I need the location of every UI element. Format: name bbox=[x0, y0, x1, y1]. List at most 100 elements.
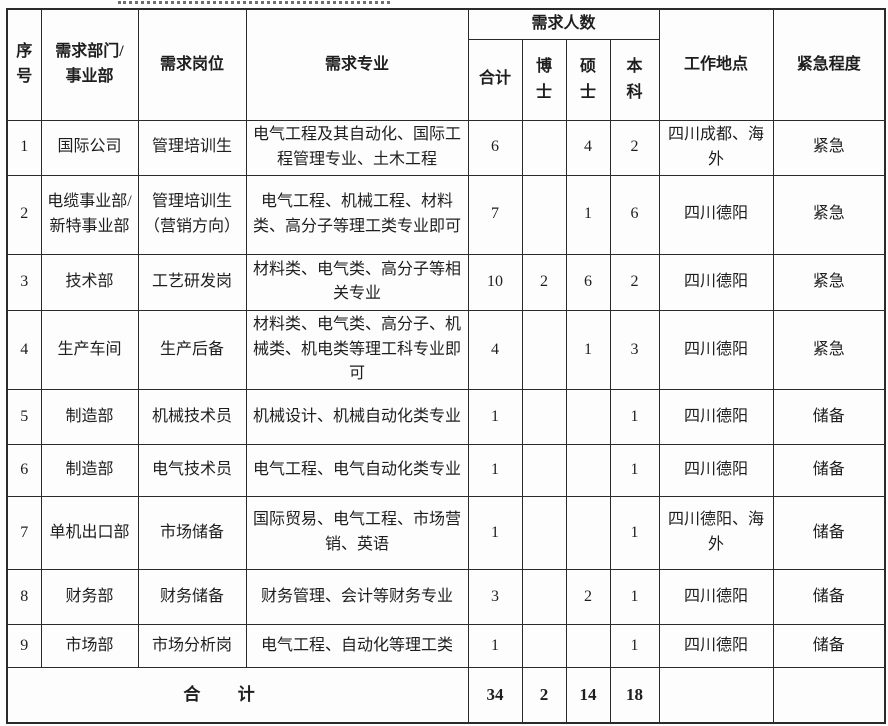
header-phd: 博士 bbox=[521, 38, 567, 121]
table-row: 2 电缆事业部/新特事业部 管理培训生（营销方向） 电气工程、机械工程、材料类、… bbox=[6, 174, 886, 255]
cell-major: 电气工程、自动化等理工类 bbox=[245, 624, 469, 669]
header-master-label: 硕士 bbox=[579, 58, 596, 101]
cell-bachelor: 3 bbox=[609, 309, 660, 391]
footer-phd: 2 bbox=[521, 667, 567, 724]
cell-post: 机械技术员 bbox=[137, 389, 247, 446]
cell-master: 4 bbox=[565, 119, 611, 176]
table-row: 8 财务部 财务储备 财务管理、会计等财务专业 3 2 1 四川德阳 储备 bbox=[6, 569, 886, 626]
footer-total-row: 合计 34 2 14 18 bbox=[6, 667, 886, 724]
cell-post: 电气技术员 bbox=[137, 444, 247, 498]
cell-no: 4 bbox=[6, 309, 42, 391]
cell-major: 机械设计、机械自动化类专业 bbox=[245, 389, 469, 446]
cell-phd bbox=[521, 624, 567, 669]
cell-location: 四川德阳 bbox=[658, 444, 774, 498]
cell-master bbox=[565, 496, 611, 571]
cell-no: 6 bbox=[6, 444, 42, 498]
table-row: 4 生产车间 生产后备 材料类、电气类、高分子、机械类、机电类等理工科专业即可 … bbox=[6, 309, 886, 391]
table-row: 6 制造部 电气技术员 电气工程、电气自动化类专业 1 1 四川德阳 储备 bbox=[6, 444, 886, 498]
cell-master: 1 bbox=[565, 309, 611, 391]
header-dept: 需求部门/事业部 bbox=[40, 8, 139, 121]
cell-phd bbox=[521, 444, 567, 498]
cell-dept: 财务部 bbox=[40, 569, 139, 626]
cell-bachelor: 2 bbox=[609, 253, 660, 311]
cell-post: 财务储备 bbox=[137, 569, 247, 626]
cell-post: 市场储备 bbox=[137, 496, 247, 571]
cell-location: 四川成都、海外 bbox=[658, 119, 774, 176]
cell-total: 3 bbox=[467, 569, 523, 626]
cell-master: 6 bbox=[565, 253, 611, 311]
cell-dept: 单机出口部 bbox=[40, 496, 139, 571]
cell-total: 1 bbox=[467, 389, 523, 446]
cell-location: 四川德阳 bbox=[658, 253, 774, 311]
cell-location: 四川德阳、海外 bbox=[658, 496, 774, 571]
header-phd-label: 博士 bbox=[535, 58, 552, 101]
cell-phd bbox=[521, 119, 567, 176]
cell-bachelor: 1 bbox=[609, 496, 660, 571]
cell-phd bbox=[521, 174, 567, 255]
cell-urgency: 储备 bbox=[772, 389, 886, 446]
cell-major: 财务管理、会计等财务专业 bbox=[245, 569, 469, 626]
cell-phd bbox=[521, 496, 567, 571]
cell-dept: 生产车间 bbox=[40, 309, 139, 391]
cell-location: 四川德阳 bbox=[658, 389, 774, 446]
cell-total: 4 bbox=[467, 309, 523, 391]
cell-urgency: 储备 bbox=[772, 569, 886, 626]
cell-master bbox=[565, 389, 611, 446]
cell-urgency: 紧急 bbox=[772, 174, 886, 255]
cell-no: 5 bbox=[6, 389, 42, 446]
cell-total: 10 bbox=[467, 253, 523, 311]
cell-phd: 2 bbox=[521, 253, 567, 311]
cell-post: 市场分析岗 bbox=[137, 624, 247, 669]
table-row: 5 制造部 机械技术员 机械设计、机械自动化类专业 1 1 四川德阳 储备 bbox=[6, 389, 886, 446]
header-total: 合计 bbox=[467, 38, 523, 121]
cell-major: 电气工程及其自动化、国际工程管理专业、土木工程 bbox=[245, 119, 469, 176]
cell-urgency: 紧急 bbox=[772, 253, 886, 311]
cell-no: 7 bbox=[6, 496, 42, 571]
table-row: 1 国际公司 管理培训生 电气工程及其自动化、国际工程管理专业、土木工程 6 4… bbox=[6, 119, 886, 176]
cell-no: 2 bbox=[6, 174, 42, 255]
cell-bachelor: 1 bbox=[609, 389, 660, 446]
cell-no: 9 bbox=[6, 624, 42, 669]
cell-major: 国际贸易、电气工程、市场营销、英语 bbox=[245, 496, 469, 571]
footer-urgency bbox=[772, 667, 886, 724]
cell-location: 四川德阳 bbox=[658, 309, 774, 391]
cell-dept: 市场部 bbox=[40, 624, 139, 669]
cell-dept: 技术部 bbox=[40, 253, 139, 311]
header-master: 硕士 bbox=[565, 38, 611, 121]
cell-master bbox=[565, 624, 611, 669]
cell-total: 1 bbox=[467, 444, 523, 498]
cell-phd bbox=[521, 389, 567, 446]
cell-urgency: 紧急 bbox=[772, 309, 886, 391]
cell-master bbox=[565, 444, 611, 498]
cell-bachelor: 6 bbox=[609, 174, 660, 255]
cell-dept: 国际公司 bbox=[40, 119, 139, 176]
cell-no: 3 bbox=[6, 253, 42, 311]
header-row-2: 合计 博士 硕士 本科 bbox=[7, 38, 885, 121]
cell-post: 生产后备 bbox=[137, 309, 247, 391]
header-major: 需求专业 bbox=[245, 8, 469, 121]
header-serial: 序号 bbox=[6, 8, 42, 121]
header-row-1: 序号 需求部门/事业部 需求岗位 需求专业 需求人数 工作地点 紧急程度 bbox=[6, 8, 886, 121]
cell-major: 电气工程、机械工程、材料类、高分子等理工类专业即可 bbox=[245, 174, 469, 255]
header-urgency: 紧急程度 bbox=[772, 8, 886, 121]
header-bachelor-label: 本科 bbox=[626, 58, 643, 101]
cell-major: 材料类、电气类、高分子、机械类、机电类等理工科专业即可 bbox=[245, 309, 469, 391]
cell-no: 1 bbox=[6, 119, 42, 176]
table-row: 7 单机出口部 市场储备 国际贸易、电气工程、市场营销、英语 1 1 四川德阳、… bbox=[6, 496, 886, 571]
table-row: 9 市场部 市场分析岗 电气工程、自动化等理工类 1 1 四川德阳 储备 bbox=[6, 624, 886, 669]
header-location: 工作地点 bbox=[658, 8, 774, 121]
cell-total: 1 bbox=[467, 496, 523, 571]
cell-urgency: 储备 bbox=[772, 624, 886, 669]
cell-location: 四川德阳 bbox=[658, 569, 774, 626]
cell-post: 管理培训生 bbox=[137, 119, 247, 176]
cell-total: 6 bbox=[467, 119, 523, 176]
cell-bachelor: 1 bbox=[609, 444, 660, 498]
cell-total: 7 bbox=[467, 174, 523, 255]
cell-dept: 制造部 bbox=[40, 444, 139, 498]
footer-label: 合计 bbox=[6, 667, 469, 724]
footer-master: 14 bbox=[565, 667, 611, 724]
cell-master: 1 bbox=[565, 174, 611, 255]
cell-master: 2 bbox=[565, 569, 611, 626]
table-row: 3 技术部 工艺研发岗 材料类、电气类、高分子等相关专业 10 2 6 2 四川… bbox=[6, 253, 886, 311]
